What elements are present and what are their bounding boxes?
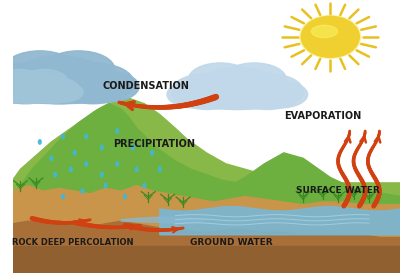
Ellipse shape xyxy=(124,194,126,199)
Polygon shape xyxy=(206,153,400,205)
Ellipse shape xyxy=(104,183,107,188)
Polygon shape xyxy=(121,217,206,223)
Ellipse shape xyxy=(0,80,127,104)
Ellipse shape xyxy=(0,77,37,103)
Ellipse shape xyxy=(4,51,76,88)
Text: SURFACE WATER: SURFACE WATER xyxy=(296,186,380,195)
Polygon shape xyxy=(160,207,400,235)
Text: PRECIPITATION: PRECIPITATION xyxy=(113,139,195,149)
Ellipse shape xyxy=(76,71,139,102)
Ellipse shape xyxy=(43,82,83,102)
Ellipse shape xyxy=(42,51,115,88)
Ellipse shape xyxy=(62,134,64,139)
Text: EVAPORATION: EVAPORATION xyxy=(284,111,361,121)
Ellipse shape xyxy=(70,167,72,171)
Ellipse shape xyxy=(231,73,303,109)
Ellipse shape xyxy=(62,194,64,199)
Ellipse shape xyxy=(116,162,119,166)
Ellipse shape xyxy=(222,63,286,96)
Ellipse shape xyxy=(50,156,53,161)
Ellipse shape xyxy=(132,145,134,150)
Ellipse shape xyxy=(85,134,88,139)
Ellipse shape xyxy=(178,88,297,109)
Ellipse shape xyxy=(73,151,76,155)
Text: ROCK DEEP PERCOLATION: ROCK DEEP PERCOLATION xyxy=(12,238,134,247)
Polygon shape xyxy=(13,104,400,205)
Ellipse shape xyxy=(52,63,134,104)
Text: CONDENSATION: CONDENSATION xyxy=(103,81,190,91)
Ellipse shape xyxy=(54,173,57,177)
Ellipse shape xyxy=(252,81,308,108)
Ellipse shape xyxy=(21,69,68,93)
Polygon shape xyxy=(13,98,400,205)
Polygon shape xyxy=(13,246,400,273)
Ellipse shape xyxy=(11,56,108,104)
Ellipse shape xyxy=(28,77,80,103)
Ellipse shape xyxy=(1,73,63,103)
Ellipse shape xyxy=(158,167,161,171)
Ellipse shape xyxy=(143,183,146,188)
Ellipse shape xyxy=(0,71,42,102)
Ellipse shape xyxy=(100,173,103,177)
Ellipse shape xyxy=(85,162,88,166)
Circle shape xyxy=(300,15,361,58)
Ellipse shape xyxy=(312,25,338,38)
Ellipse shape xyxy=(100,145,103,150)
Ellipse shape xyxy=(0,63,66,104)
Circle shape xyxy=(301,16,359,57)
Ellipse shape xyxy=(188,63,252,96)
Ellipse shape xyxy=(0,88,76,103)
Ellipse shape xyxy=(116,129,119,133)
Polygon shape xyxy=(13,221,400,273)
Text: GROUND WATER: GROUND WATER xyxy=(190,238,273,247)
Ellipse shape xyxy=(167,81,222,108)
Ellipse shape xyxy=(151,151,154,155)
Ellipse shape xyxy=(171,73,244,109)
Ellipse shape xyxy=(0,69,43,93)
Ellipse shape xyxy=(135,167,138,171)
Ellipse shape xyxy=(81,189,84,193)
Ellipse shape xyxy=(195,67,280,109)
Ellipse shape xyxy=(0,82,21,102)
Ellipse shape xyxy=(38,140,41,144)
Polygon shape xyxy=(13,186,400,273)
